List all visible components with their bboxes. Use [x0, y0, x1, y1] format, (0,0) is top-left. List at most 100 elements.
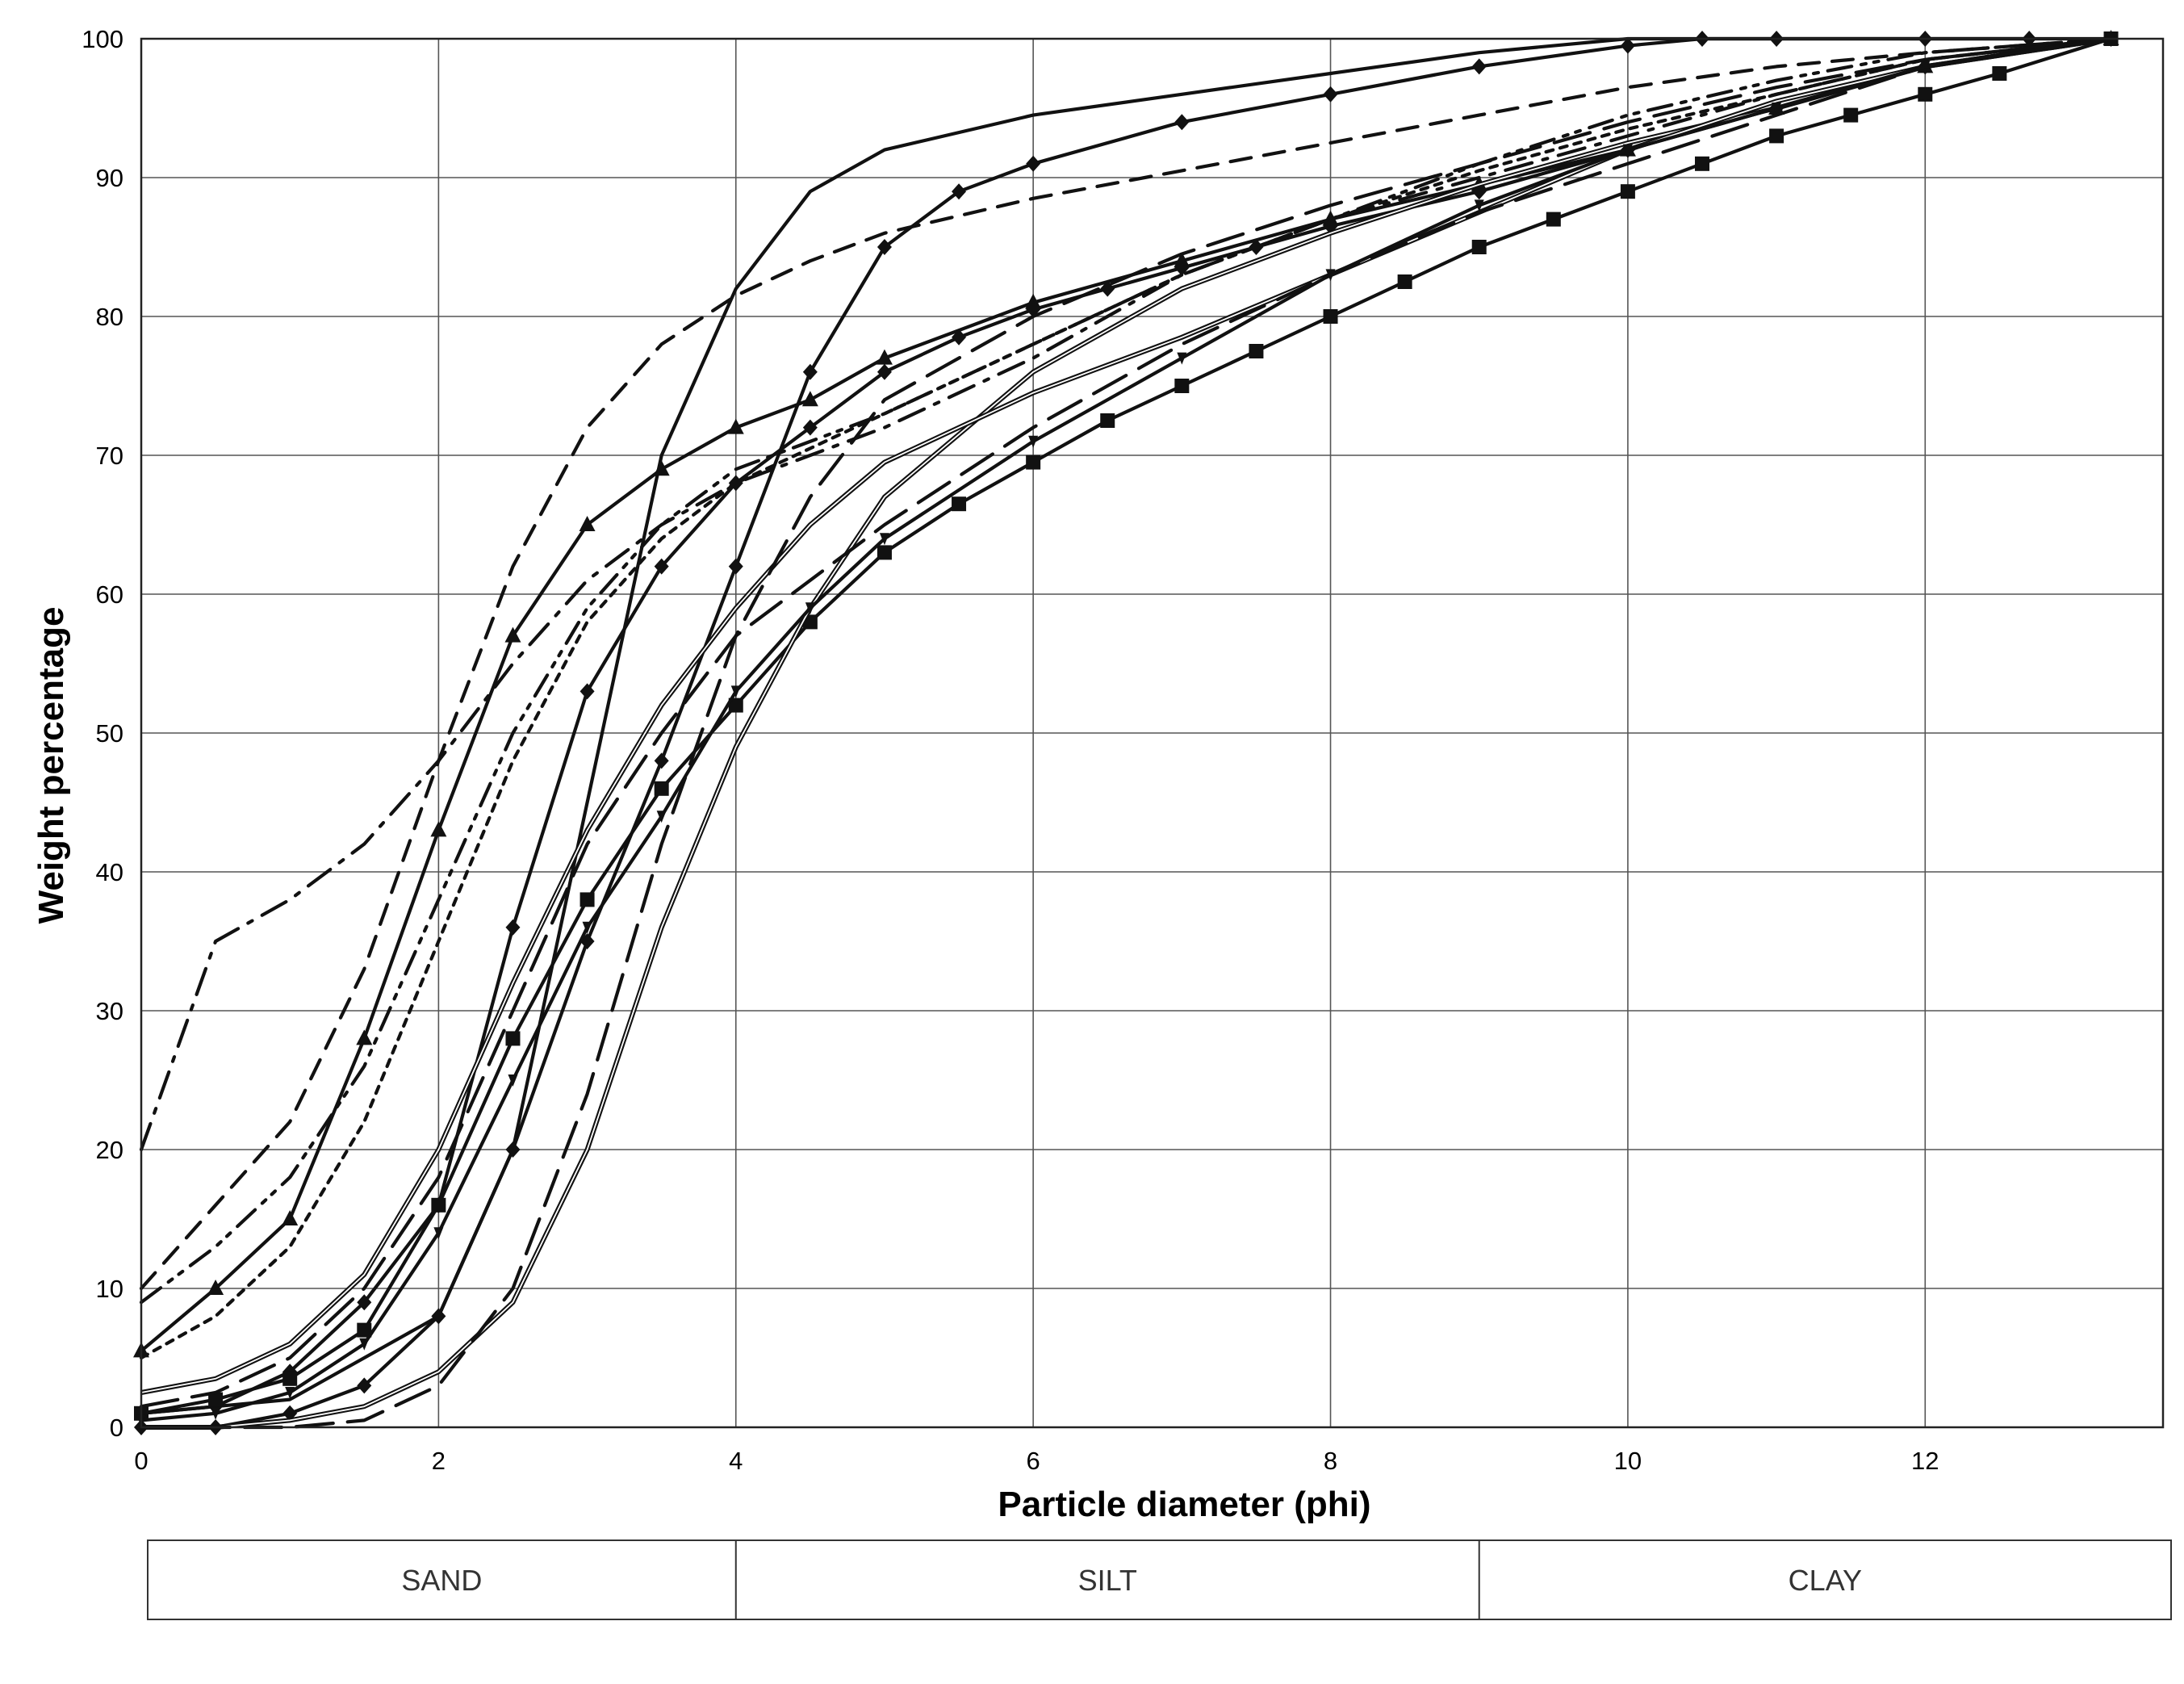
data-point-triangle	[727, 418, 744, 434]
x-tick-label: 6	[1027, 1447, 1040, 1475]
data-point-diamond	[431, 1308, 446, 1325]
data-point-triangle	[1174, 252, 1190, 268]
data-point-arrow	[1028, 435, 1039, 448]
x-tick-label: 2	[432, 1447, 446, 1475]
data-point-square	[1918, 86, 1933, 102]
data-point-square	[952, 496, 967, 512]
data-point-arrow	[508, 1074, 518, 1087]
data-point-square	[1174, 379, 1190, 393]
series-line	[139, 36, 2113, 1409]
x-tick-label: 4	[729, 1447, 743, 1475]
data-point-square	[1100, 413, 1115, 428]
series-line	[139, 36, 2113, 1415]
data-point-square	[1620, 184, 1635, 199]
data-point-diamond	[505, 1142, 521, 1158]
x-tick-label: 0	[134, 1447, 148, 1475]
size-class-bar: SAND SILT CLAY	[147, 1539, 2172, 1620]
data-point-diamond	[357, 1294, 372, 1311]
series-12	[136, 33, 2116, 1427]
series-5	[139, 36, 2113, 1152]
data-point-square	[208, 1392, 224, 1407]
data-point-square	[282, 1371, 298, 1386]
data-point-arrow	[730, 685, 741, 698]
y-tick-label: 40	[96, 858, 123, 886]
data-point-triangle	[876, 349, 893, 365]
data-point-diamond	[654, 558, 669, 575]
series-line	[139, 36, 2113, 1360]
size-class-frame	[147, 1539, 2172, 1620]
data-point-square	[579, 892, 595, 907]
data-point-diamond	[728, 475, 743, 492]
data-point-arrow	[359, 1338, 370, 1351]
series-14	[139, 36, 2113, 1409]
y-tick-label: 0	[110, 1414, 123, 1442]
data-point-arrow	[879, 533, 889, 546]
data-point-square	[505, 1031, 521, 1046]
data-point-square	[431, 1197, 446, 1213]
data-point-arrow	[582, 921, 592, 934]
series-3	[139, 36, 2113, 1291]
size-class-label: SAND	[401, 1564, 482, 1597]
y-tick-label: 70	[96, 442, 123, 470]
data-point-square	[1323, 309, 1338, 324]
data-point-diamond	[1026, 155, 1041, 172]
data-point-triangle	[282, 1210, 299, 1225]
data-point-arrow	[656, 811, 667, 823]
y-tick-label: 20	[96, 1136, 123, 1164]
data-point-arrow	[285, 1387, 295, 1399]
data-point-diamond	[802, 419, 818, 436]
data-point-triangle	[579, 516, 596, 531]
size-class-label: SILT	[1078, 1564, 1137, 1597]
y-tick-label: 100	[82, 25, 123, 53]
y-tick-label: 10	[96, 1275, 123, 1303]
data-point-triangle	[653, 460, 670, 476]
data-point-diamond	[952, 183, 967, 200]
data-point-square	[1026, 455, 1041, 470]
x-tick-label: 10	[1614, 1447, 1642, 1475]
data-point-square	[728, 697, 743, 713]
data-point-diamond	[654, 752, 669, 769]
data-point-diamond	[877, 363, 892, 380]
series-line	[139, 36, 2113, 1430]
data-point-square	[1769, 128, 1784, 144]
y-axis-title: Weight percentage	[31, 607, 71, 924]
data-point-diamond	[1249, 239, 1264, 255]
data-point-arrow	[1772, 103, 1782, 115]
data-point-arrow	[1177, 352, 1187, 365]
data-point-arrow	[1474, 199, 1484, 212]
y-tick-label: 80	[96, 303, 123, 331]
x-tick-label: 12	[1911, 1447, 1939, 1475]
data-point-arrow	[1622, 144, 1633, 157]
data-point-diamond	[877, 239, 892, 255]
data-point-diamond	[1174, 114, 1190, 131]
series-6	[139, 36, 2113, 1305]
data-point-square	[357, 1322, 372, 1338]
size-class-label: CLAY	[1789, 1564, 1862, 1597]
data-point-square	[1546, 212, 1561, 227]
series-9	[134, 31, 2119, 1421]
data-point-diamond	[1174, 259, 1190, 276]
data-point-square	[1992, 66, 2007, 81]
x-tick-label: 8	[1324, 1447, 1337, 1475]
series-layer	[133, 30, 2119, 1435]
x-axis-title: Particle diameter (phi)	[998, 1485, 1370, 1524]
y-tick-label: 30	[96, 997, 123, 1025]
data-point-triangle	[356, 1029, 373, 1045]
tick-labels: 0 2 4 6 8 10 12 0 10 20 30 40 50 60 70 80 90 100	[82, 25, 1939, 1475]
data-point-triangle	[430, 821, 447, 837]
series-line	[139, 36, 2113, 1291]
y-tick-label: 50	[96, 719, 123, 748]
series-7	[139, 36, 2113, 1360]
data-point-diamond	[952, 329, 967, 346]
data-point-diamond	[505, 919, 521, 936]
data-point-triangle	[1025, 293, 1042, 309]
data-point-arrow	[805, 602, 815, 615]
data-point-square	[1397, 274, 1412, 289]
data-point-triangle	[207, 1280, 224, 1295]
data-point-diamond	[1471, 58, 1487, 75]
data-point-square	[1249, 344, 1264, 358]
data-point-triangle	[801, 391, 818, 407]
y-tick-label: 60	[96, 580, 123, 609]
